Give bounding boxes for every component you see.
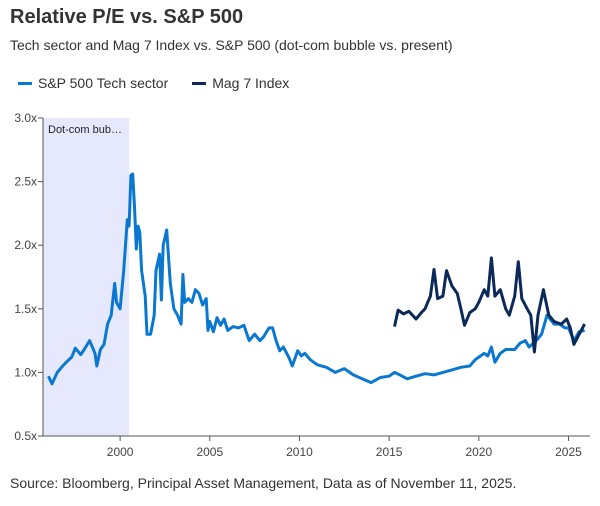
series-line-tech [47,172,585,386]
chart-title: Relative P/E vs. S&P 500 [10,6,244,28]
legend-swatch-tech [18,81,32,85]
legend-label-tech: S&P 500 Tech sector [38,75,169,91]
legend-swatch-mag7 [192,81,207,85]
annotation-label: Dot-com bub… [48,124,122,136]
x-tick-label: 2010 [286,445,313,459]
legend: S&P 500 Tech sector Mag 7 Index [18,75,289,91]
chart-subtitle: Tech sector and Mag 7 Index vs. S&P 500 … [10,37,453,53]
y-tick-label: 2.5x [14,175,37,189]
y-tick-label: 1.5x [14,302,37,316]
y-tick-label: 1.0x [14,365,37,379]
y-tick-label: 3.0x [14,111,37,125]
x-tick-label: 2000 [107,445,134,459]
legend-item-tech: S&P 500 Tech sector [18,75,168,91]
x-tick-label: 2020 [465,445,492,459]
x-tick-label: 2005 [196,445,223,459]
y-tick-label: 0.5x [14,429,37,443]
y-tick-label: 2.0x [14,238,37,252]
x-tick-label: 2015 [376,445,403,459]
source-note: Source: Bloomberg, Principal Asset Manag… [10,475,517,491]
legend-label-mag7: Mag 7 Index [212,75,290,91]
annotation-shade [43,118,130,436]
series-line-mag7 [393,256,586,354]
legend-item-mag7: Mag 7 Index [192,75,289,91]
x-tick-label: 2025 [555,445,582,459]
